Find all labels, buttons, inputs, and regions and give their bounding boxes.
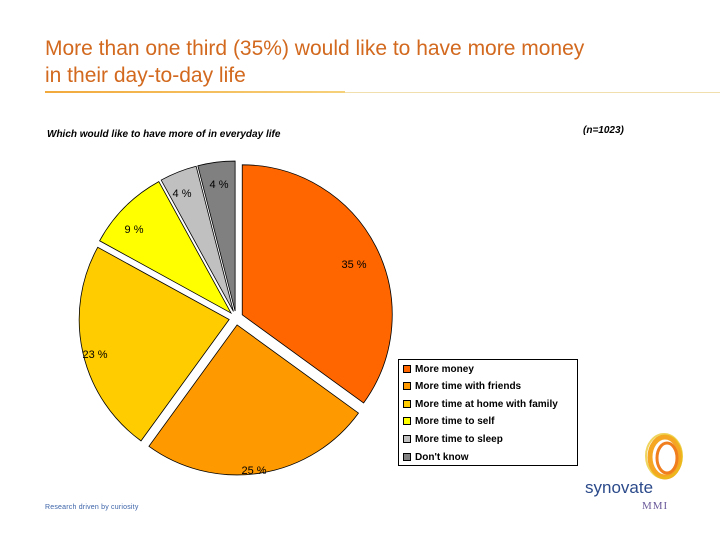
logo-rings-icon bbox=[645, 433, 683, 480]
legend-swatch bbox=[403, 435, 411, 443]
sample-size: (n=1023) bbox=[583, 125, 624, 136]
logo-sub: MMI bbox=[642, 500, 669, 512]
legend-label: More time to sleep bbox=[415, 433, 503, 445]
legend-item-more-money: More money bbox=[403, 360, 474, 378]
data-label-dont-know: 4 % bbox=[210, 179, 229, 191]
logo-name: synovate bbox=[585, 478, 654, 497]
slide-title: More than one third (35%) would like to … bbox=[45, 35, 685, 89]
synovate-logo: synovate MMI bbox=[585, 432, 695, 517]
data-label-family: 23 % bbox=[82, 349, 107, 361]
pie-slice-dont-know bbox=[197, 160, 236, 312]
legend-swatch bbox=[403, 365, 411, 373]
legend-item-friends: More time with friends bbox=[403, 377, 521, 395]
legend-label: More money bbox=[415, 363, 474, 375]
data-label-self: 9 % bbox=[125, 224, 144, 236]
legend-swatch bbox=[403, 382, 411, 390]
pie-slice-self bbox=[99, 181, 233, 315]
chart-title: Which would like to have more of in ever… bbox=[47, 129, 281, 140]
data-label-sleep: 4 % bbox=[173, 188, 192, 200]
pie-slice-family bbox=[78, 246, 230, 442]
pie-slice-sleep bbox=[160, 165, 234, 312]
legend-label: Don't know bbox=[415, 451, 469, 463]
slide-title-line-2: in their day-to-day life bbox=[45, 64, 246, 87]
legend-swatch bbox=[403, 400, 411, 408]
legend-item-self: More time to self bbox=[403, 412, 494, 430]
legend-item-family: More time at home with family bbox=[403, 395, 558, 413]
legend-label: More time with friends bbox=[415, 380, 522, 392]
pie-slice-friends bbox=[148, 324, 360, 476]
data-label-more-money: 35 % bbox=[341, 259, 366, 271]
title-underline bbox=[45, 91, 345, 93]
legend-swatch bbox=[403, 417, 411, 425]
legend-label: More time at home with family bbox=[415, 398, 558, 410]
pie-slice-more-money bbox=[241, 164, 393, 404]
legend-item-dont-know: Don't know bbox=[403, 448, 468, 466]
pie-labels: 35 % 25 % 23 % 9 % 4 % 4 % bbox=[82, 179, 366, 477]
legend-swatch bbox=[403, 453, 411, 461]
slide-title-line-1: More than one third (35%) would like to … bbox=[45, 37, 585, 60]
legend-item-sleep: More time to sleep bbox=[403, 430, 503, 448]
title-underline-thin bbox=[345, 92, 720, 93]
chart-legend: More money More time with friends More t… bbox=[398, 359, 578, 466]
footer-tagline: Research driven by curiosity bbox=[45, 504, 139, 511]
pie-slices bbox=[78, 160, 393, 476]
legend-label: More time to self bbox=[415, 415, 495, 427]
data-label-friends: 25 % bbox=[241, 465, 266, 477]
